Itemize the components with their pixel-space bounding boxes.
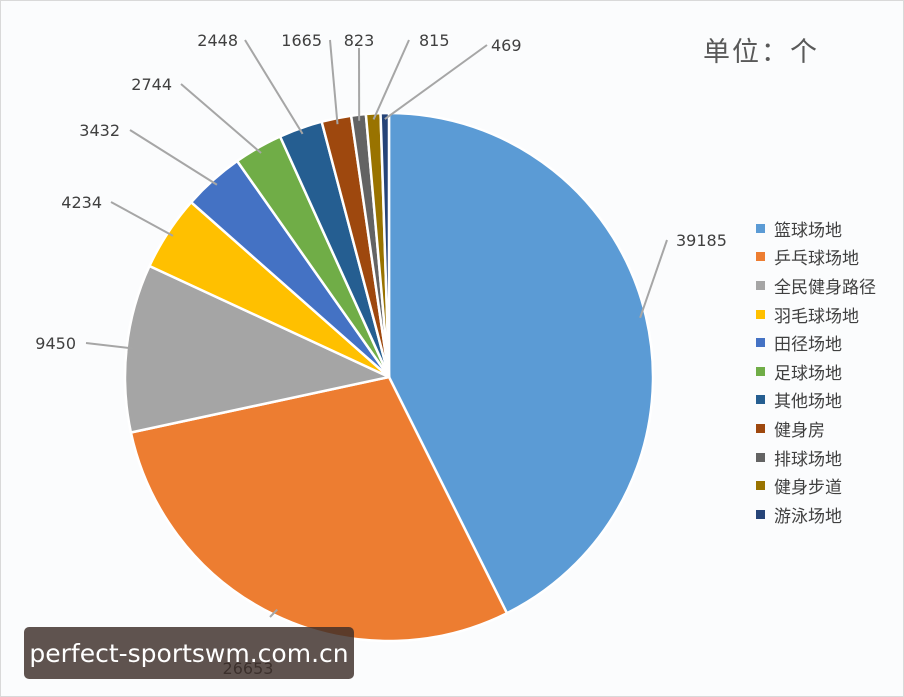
data-label-5: 3432 <box>79 121 120 140</box>
pie-slice-11 <box>379 111 391 379</box>
legend-label: 游泳场地 <box>774 506 842 527</box>
legend-swatch <box>756 309 765 319</box>
legend-item-5: 田径场地 <box>756 328 876 357</box>
data-label-3: 9450 <box>35 334 76 353</box>
legend-swatch <box>756 423 765 433</box>
legend-item-4: 羽毛球场地 <box>756 300 876 329</box>
legend: 篮球场地乒乓球场地全民健身路径 羽毛球场地田径场地足球场地其他场地健身房排球场地健… <box>756 214 876 529</box>
legend-label: 其他场地 <box>774 392 842 413</box>
legend-swatch <box>756 223 765 233</box>
legend-item-11: 游泳场地 <box>756 500 876 529</box>
legend-swatch <box>756 481 765 491</box>
legend-label: 乒乓球场地 <box>774 249 859 270</box>
legend-label: 羽毛球场地 <box>774 306 859 327</box>
legend-swatch <box>756 452 765 462</box>
data-label-6: 2744 <box>131 75 172 94</box>
legend-item-10: 健身步道 <box>756 471 876 500</box>
legend-swatch <box>756 338 765 348</box>
legend-swatch <box>756 280 765 290</box>
legend-item-1: 篮球场地 <box>756 214 876 243</box>
legend-swatch <box>756 395 765 405</box>
legend-item-3: 全民健身路径 <box>756 271 876 300</box>
pie-slice-2 <box>129 375 509 643</box>
leader-line-3 <box>85 342 133 350</box>
watermark: perfect-sportswm.com.cn <box>24 627 354 679</box>
data-label-9: 823 <box>344 31 375 50</box>
legend-swatch <box>756 509 765 519</box>
data-label-7: 2448 <box>197 31 238 50</box>
legend-item-8: 健身房 <box>756 414 876 443</box>
legend-label: 全民健身路径 <box>774 277 876 298</box>
legend-swatch <box>756 252 765 262</box>
legend-label: 田径场地 <box>774 335 842 356</box>
leader-line-11 <box>384 44 488 120</box>
leader-line-7 <box>244 39 304 135</box>
data-label-4: 4234 <box>61 193 102 212</box>
leader-line-1 <box>639 239 668 319</box>
legend-item-2: 乒乓球场地 <box>756 243 876 272</box>
legend-item-7: 其他场地 <box>756 386 876 415</box>
legend-label: 篮球场地 <box>774 220 842 241</box>
leader-line-2 <box>269 608 278 618</box>
legend-label: 排球场地 <box>774 449 842 470</box>
unit-label: 单位：个 <box>703 37 819 68</box>
legend-label: 健身步道 <box>774 478 842 499</box>
legend-label: 足球场地 <box>774 363 842 384</box>
legend-label: 健身房 <box>774 420 825 441</box>
leader-line-6 <box>180 83 262 154</box>
data-label-11: 469 <box>491 36 522 55</box>
legend-item-9: 排球场地 <box>756 443 876 472</box>
pie-slice-1 <box>387 111 655 615</box>
leader-line-10 <box>372 39 410 120</box>
legend-item-6: 足球场地 <box>756 357 876 386</box>
leader-line-8 <box>329 39 339 125</box>
legend-swatch <box>756 366 765 376</box>
data-label-10: 815 <box>419 31 450 50</box>
leader-line-4 <box>110 201 174 237</box>
leader-line-5 <box>129 129 218 186</box>
data-label-1: 39185 <box>676 231 727 250</box>
data-label-8: 1665 <box>281 31 322 50</box>
